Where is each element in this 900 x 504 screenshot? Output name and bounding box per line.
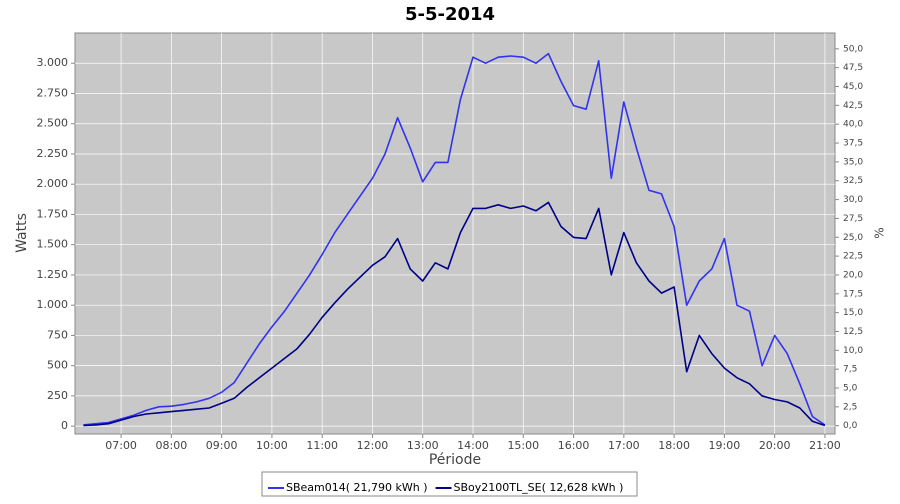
series-line xyxy=(83,52,826,426)
x-tick-label: 18:00 xyxy=(658,439,690,452)
y-tick-label: 2.250 xyxy=(37,147,69,160)
x-tick-label: 09:00 xyxy=(206,439,238,452)
x-tick-label: 15:00 xyxy=(507,439,539,452)
y2-tick-label: 40,0 xyxy=(843,120,863,130)
y-tick-label: 500 xyxy=(47,359,68,372)
x-tick-label: 14:00 xyxy=(457,439,489,452)
y2-tick-label: 30,0 xyxy=(843,195,863,205)
legend-label: SBoy2100TL_SE( 12,628 kWh ) xyxy=(454,481,624,494)
y2-tick-label: 42,5 xyxy=(843,101,863,111)
y-tick-label: 1.750 xyxy=(37,207,69,220)
y2-tick-label: 10,0 xyxy=(843,346,863,356)
y2-tick-label: 37,5 xyxy=(843,139,863,149)
y-tick-label: 250 xyxy=(47,389,68,402)
y2-tick-label: 20,0 xyxy=(843,270,863,280)
y2-tick-label: 27,5 xyxy=(843,214,863,224)
y-tick-label: 0 xyxy=(61,419,68,432)
x-tick-label: 19:00 xyxy=(709,439,741,452)
x-tick-label: 21:00 xyxy=(809,439,841,452)
y2-tick-label: 12,5 xyxy=(843,327,863,337)
x-tick-label: 08:00 xyxy=(156,439,188,452)
y-tick-label: 2.500 xyxy=(37,117,69,130)
plot-area xyxy=(74,32,836,435)
y2-tick-label: 35,0 xyxy=(843,157,863,167)
x-tick-label: 07:00 xyxy=(105,439,137,452)
legend-box xyxy=(261,471,638,497)
y2-axis-label: % xyxy=(873,227,887,238)
y2-tick-label: 7,5 xyxy=(843,365,857,375)
x-tick-label: 13:00 xyxy=(407,439,439,452)
x-tick-label: 12:00 xyxy=(357,439,389,452)
y-tick-label: 1.250 xyxy=(37,268,69,281)
y2-tick-label: 47,5 xyxy=(843,63,863,73)
y-tick-label: 1.000 xyxy=(37,298,69,311)
y2-tick-label: 50,0 xyxy=(843,44,863,54)
x-tick-label: 17:00 xyxy=(608,439,640,452)
x-tick-label: 11:00 xyxy=(306,439,338,452)
y2-tick-label: 15,0 xyxy=(843,308,863,318)
y2-tick-label: 2,5 xyxy=(843,402,857,412)
y-tick-label: 3.000 xyxy=(37,56,69,69)
x-axis-label: Période xyxy=(429,452,481,468)
legend-label: SBeam014( 21,790 kWh ) xyxy=(286,481,428,494)
y-tick-label: 2.750 xyxy=(37,86,69,99)
x-tick-label: 10:00 xyxy=(256,439,288,452)
y2-tick-label: 25,0 xyxy=(843,233,863,243)
y2-tick-label: 32,5 xyxy=(843,176,863,186)
y2-tick-label: 17,5 xyxy=(843,289,863,299)
y2-tick-label: 22,5 xyxy=(843,252,863,262)
y2-tick-label: 5,0 xyxy=(843,384,858,394)
y-tick-label: 2.000 xyxy=(37,177,69,190)
y-tick-label: 750 xyxy=(47,328,68,341)
x-tick-label: 20:00 xyxy=(759,439,791,452)
y-tick-label: 1.500 xyxy=(37,238,69,251)
y2-tick-label: 0,0 xyxy=(843,421,858,431)
series-line xyxy=(83,201,826,427)
y-axis-label: Watts xyxy=(14,213,30,253)
y2-tick-label: 45,0 xyxy=(843,82,863,92)
chart-title: 5-5-2014 xyxy=(405,4,495,25)
x-tick-label: 16:00 xyxy=(558,439,590,452)
